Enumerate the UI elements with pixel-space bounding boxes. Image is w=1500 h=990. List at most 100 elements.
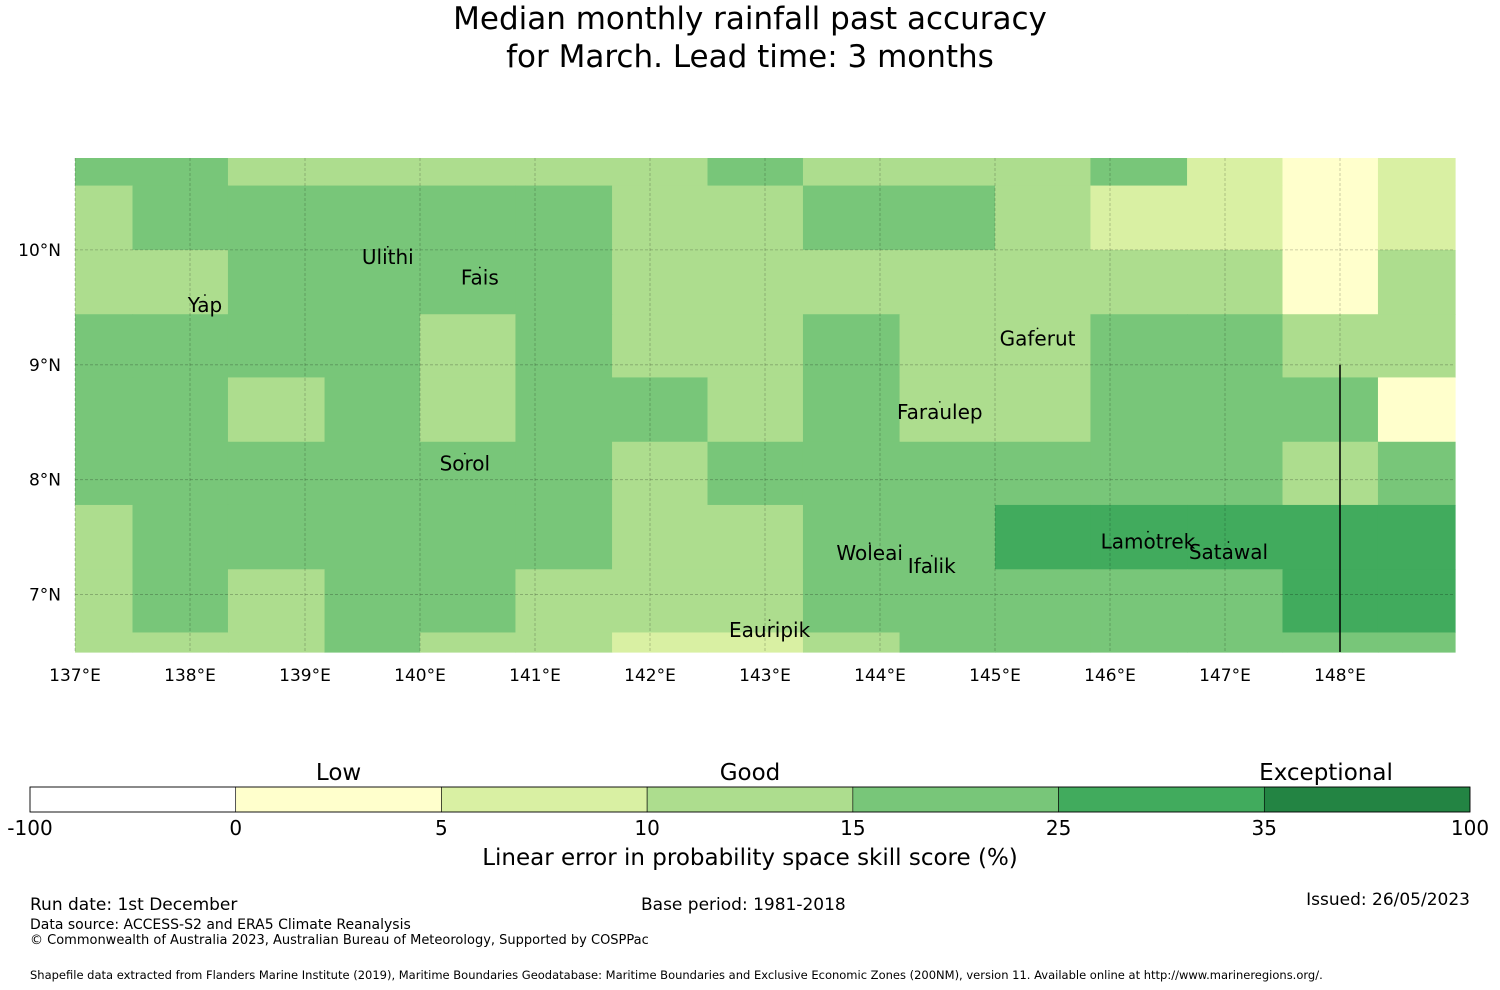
heatmap-cell — [515, 504, 613, 570]
island-marker — [768, 619, 771, 622]
heatmap-cell — [132, 569, 229, 634]
colorbar-segment — [29, 786, 237, 813]
colorbar-axis-label: Linear error in probability space skill … — [482, 845, 1018, 871]
heatmap-cell — [707, 185, 804, 251]
colorbar-segment — [1058, 786, 1265, 813]
heatmap-cell — [899, 158, 996, 187]
heatmap-cell — [899, 632, 996, 653]
heatmap-cell — [1377, 632, 1456, 653]
heatmap-cell — [707, 158, 804, 187]
heatmap-cell — [707, 504, 804, 570]
x-tick-label: 142°E — [624, 666, 676, 686]
colorbar-segment — [235, 786, 442, 813]
place-label: Yap — [187, 293, 222, 317]
heatmap-cell — [132, 314, 229, 379]
heatmap-cell — [75, 314, 134, 379]
heatmap-cell — [420, 377, 517, 443]
x-tick-label: 148°E — [1314, 666, 1366, 686]
heatmap-cell — [324, 504, 421, 570]
heatmap-cell — [227, 249, 326, 315]
heatmap-cell — [612, 504, 709, 570]
heatmap-cell — [1187, 249, 1284, 315]
heatmap-cell — [1187, 377, 1284, 443]
colorbar-segment — [852, 786, 1059, 813]
place-label: Woleai — [836, 541, 903, 565]
chart-title-line-2: for March. Lead time: 3 months — [506, 39, 994, 75]
heatmap-cell — [324, 158, 421, 187]
heatmap-cell — [899, 314, 996, 379]
heatmap-cell — [1282, 632, 1379, 653]
place-label: Eauripik — [729, 618, 811, 642]
colorbar-tick-label: 5 — [435, 816, 448, 840]
heatmap-cell — [802, 504, 901, 570]
heatmap-cell — [1090, 185, 1188, 251]
heatmap-cell — [324, 377, 421, 443]
heatmap-cell — [612, 249, 709, 315]
x-tick-label: 139°E — [279, 666, 331, 686]
heatmap-cell — [1187, 158, 1284, 187]
heatmap-cell — [707, 249, 804, 315]
heatmap-cell — [324, 632, 421, 653]
heatmap-cell — [227, 504, 326, 570]
heatmap-cell — [612, 314, 709, 379]
heatmap-cell — [1377, 377, 1456, 443]
place-label: Ifalik — [908, 554, 956, 578]
heatmap-cell — [1090, 158, 1188, 187]
colorbar-tick-label: 100 — [1451, 816, 1489, 840]
heatmap-cell — [75, 504, 134, 570]
heatmap-cell — [132, 632, 229, 653]
copyright-notice: © Commonwealth of Australia 2023, Austra… — [30, 933, 649, 948]
heatmap-cell — [420, 249, 517, 315]
heatmap-cell — [1282, 185, 1379, 251]
heatmap-cell — [75, 249, 134, 315]
x-tick-label: 147°E — [1199, 666, 1251, 686]
heatmap-cell — [899, 441, 996, 506]
heatmap-cell — [612, 569, 709, 634]
rainfall-accuracy-map: Ulithi Fais Yap Gaferut Faraulep Sorol WoleaiI… — [18, 158, 1456, 686]
heatmap-cell — [227, 158, 326, 187]
colorbar-tick-label: 0 — [229, 816, 242, 840]
heatmap-cell — [75, 441, 134, 506]
island-marker — [204, 294, 206, 296]
heatmap-cell — [227, 314, 326, 379]
heatmap-cell — [420, 632, 517, 653]
colorbar-segment — [441, 786, 648, 813]
colorbar-tick-label: 35 — [1252, 816, 1277, 840]
heatmap-cell — [1377, 504, 1456, 570]
heatmap-cell — [227, 185, 326, 251]
heatmap-cell — [1377, 185, 1456, 251]
heatmap-cell — [1090, 377, 1188, 443]
heatmap-cell — [1090, 441, 1188, 506]
heatmap-cell — [1282, 249, 1379, 315]
y-tick-label: 7°N — [29, 586, 61, 606]
heatmap-cell — [324, 314, 421, 379]
colorbar-category-good: Good — [719, 760, 781, 786]
colorbar-category-exceptional: Exceptional — [1259, 760, 1393, 786]
heatmap-cell — [899, 569, 996, 634]
x-tick-label: 141°E — [509, 666, 561, 686]
heatmap-cell — [802, 632, 901, 653]
heatmap-cell — [1282, 377, 1379, 443]
heatmap-cell — [707, 632, 804, 653]
heatmap-cell — [132, 158, 229, 187]
heatmap-cell — [899, 249, 996, 315]
heatmap-cell — [515, 632, 613, 653]
heatmap-cell — [802, 158, 901, 187]
heatmap-cell — [1187, 569, 1284, 634]
heatmap-cell — [995, 441, 1092, 506]
heatmap-cell — [995, 504, 1092, 570]
heatmap-cell — [612, 158, 709, 187]
colorbar-segment — [1263, 786, 1471, 813]
heatmap-cell — [1187, 632, 1284, 653]
place-label: Sorol — [440, 452, 491, 476]
heatmap-cell — [1377, 314, 1456, 379]
colorbar-category-low: Low — [315, 760, 362, 786]
heatmap-cell — [1090, 504, 1188, 570]
heatmap-cell — [1187, 504, 1284, 570]
shapefile-credit: Shapefile data extracted from Flanders M… — [30, 968, 1323, 982]
heatmap-cell — [1187, 185, 1284, 251]
heatmap-cell — [1090, 314, 1188, 379]
heatmap-cell — [802, 249, 901, 315]
heatmap-cell — [132, 377, 229, 443]
heatmap-cell — [707, 314, 804, 379]
